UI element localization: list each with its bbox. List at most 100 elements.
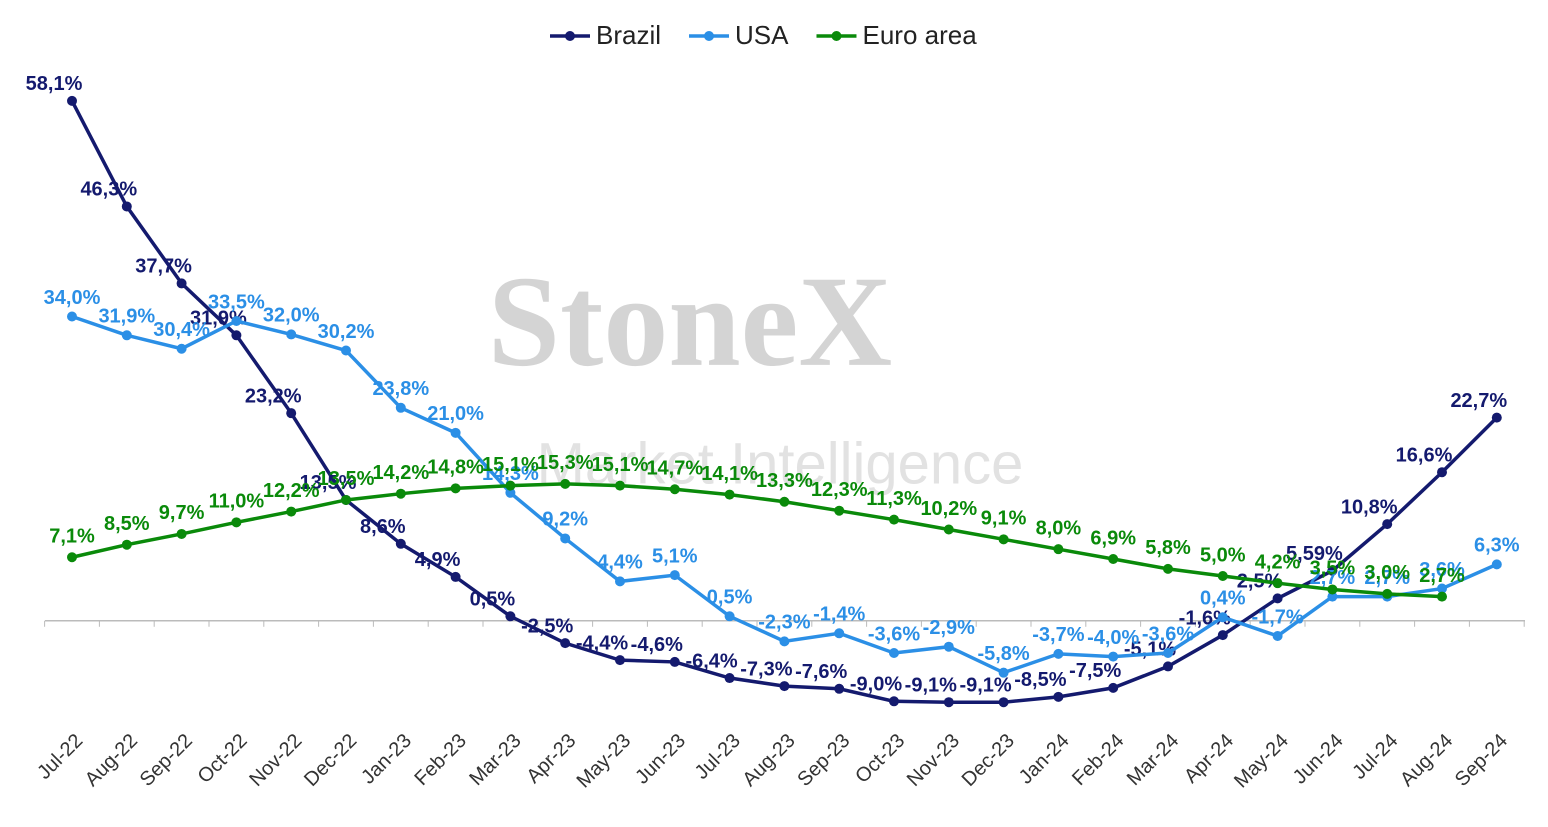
data-label: 8,0% [1036, 517, 1082, 539]
data-point [1163, 647, 1173, 658]
data-point [1108, 651, 1119, 662]
data-label: 4,4% [597, 552, 643, 574]
data-point [1437, 583, 1447, 594]
data-point [889, 514, 899, 525]
x-tick-label: Jan-24 [1015, 730, 1074, 789]
x-tick-label: Mar-23 [465, 730, 525, 790]
data-point [669, 484, 680, 495]
legend-label: Euro area [862, 20, 977, 50]
data-point [889, 696, 899, 707]
x-tick-label: Jun-23 [631, 730, 690, 789]
data-point [1382, 588, 1393, 599]
data-point [615, 655, 625, 666]
data-point [505, 611, 516, 622]
data-point [1272, 630, 1283, 641]
data-point [669, 656, 680, 667]
data-point [1053, 648, 1064, 659]
data-point [1437, 591, 1447, 602]
data-label: 2,7% [1310, 567, 1356, 589]
data-point [1491, 559, 1502, 570]
data-point [67, 552, 77, 563]
data-label: -2,5% [521, 615, 573, 637]
data-point [1491, 412, 1502, 423]
data-point [286, 506, 297, 517]
x-tick-label: Sep-24 [1451, 730, 1512, 791]
data-label: 11,3% [866, 488, 922, 510]
data-label: 13,3% [756, 470, 813, 492]
data-label: 2,7% [1364, 567, 1410, 589]
data-point [1163, 661, 1173, 672]
data-label: 15,3% [537, 452, 594, 474]
data-point [998, 667, 1009, 678]
data-label: 12,2% [263, 480, 320, 502]
data-label: 3,0% [1364, 562, 1410, 584]
data-label: 6,3% [1474, 535, 1520, 557]
data-point [1437, 467, 1447, 478]
x-tick-label: Nov-22 [245, 730, 306, 791]
data-label: 5,59% [1286, 543, 1343, 565]
data-label: -1,7% [1251, 606, 1303, 628]
x-tick-label: Jan-23 [357, 730, 416, 789]
data-label: 14,7% [646, 458, 703, 480]
data-label: 9,2% [542, 509, 588, 531]
data-point [176, 278, 187, 289]
data-point [943, 524, 954, 535]
data-point [724, 611, 735, 622]
data-label: -3,7% [1032, 624, 1084, 646]
watermark: StoneX [488, 250, 892, 394]
data-label: 30,2% [318, 321, 375, 343]
data-label: -1,6% [1179, 607, 1231, 629]
data-label: 6,9% [1090, 527, 1136, 549]
data-point [395, 538, 406, 549]
data-point [395, 488, 406, 499]
data-point [943, 697, 954, 708]
legend-label: USA [735, 20, 789, 50]
data-point [834, 628, 845, 639]
data-label: 5,1% [652, 545, 698, 567]
data-label: 31,9% [98, 306, 155, 328]
data-point [1053, 544, 1064, 555]
data-label: 46,3% [80, 179, 137, 201]
data-point [560, 478, 571, 489]
data-point [779, 681, 790, 692]
x-tick-label: Aug-22 [81, 730, 142, 791]
x-tick-label: Nov-23 [903, 730, 964, 791]
x-tick-label: Mar-24 [1123, 730, 1183, 790]
data-label: -9,0% [850, 674, 902, 696]
data-point [1272, 593, 1283, 604]
data-label: 0,4% [1200, 587, 1246, 609]
data-label: 13,5% [318, 468, 375, 490]
data-label: 0,5% [707, 587, 753, 609]
data-point [615, 480, 625, 491]
data-label: 11,0% [209, 491, 265, 513]
data-label: -9,1% [959, 674, 1011, 696]
x-tick-label: Feb-24 [1068, 730, 1128, 790]
data-label: 4,9% [415, 549, 461, 571]
x-tick-label: Apr-24 [1180, 730, 1238, 788]
data-label: -4,6% [631, 634, 683, 656]
data-label: 5,8% [1145, 537, 1191, 559]
data-label: 23,8% [372, 378, 429, 400]
data-label: 34,0% [44, 287, 101, 309]
legend-label: Brazil [596, 20, 661, 50]
data-point [669, 570, 680, 581]
legend-marker [565, 31, 575, 41]
data-label: 4,2% [1255, 551, 1301, 573]
data-label: 8,5% [104, 513, 150, 535]
data-point [286, 408, 297, 419]
data-point [1327, 591, 1338, 602]
data-label: 33,5% [208, 291, 265, 313]
data-label: 7,1% [49, 526, 95, 548]
data-point [450, 427, 461, 438]
data-point [67, 95, 77, 106]
data-label: -1,4% [813, 604, 865, 626]
x-tick-label: Apr-23 [522, 730, 580, 788]
data-label: 13,5% [300, 472, 357, 494]
data-label: -2,3% [758, 612, 810, 634]
data-point [67, 311, 77, 322]
data-point [834, 505, 845, 516]
data-point [1327, 565, 1338, 576]
data-point [121, 539, 132, 550]
data-label: -5,8% [977, 643, 1029, 665]
